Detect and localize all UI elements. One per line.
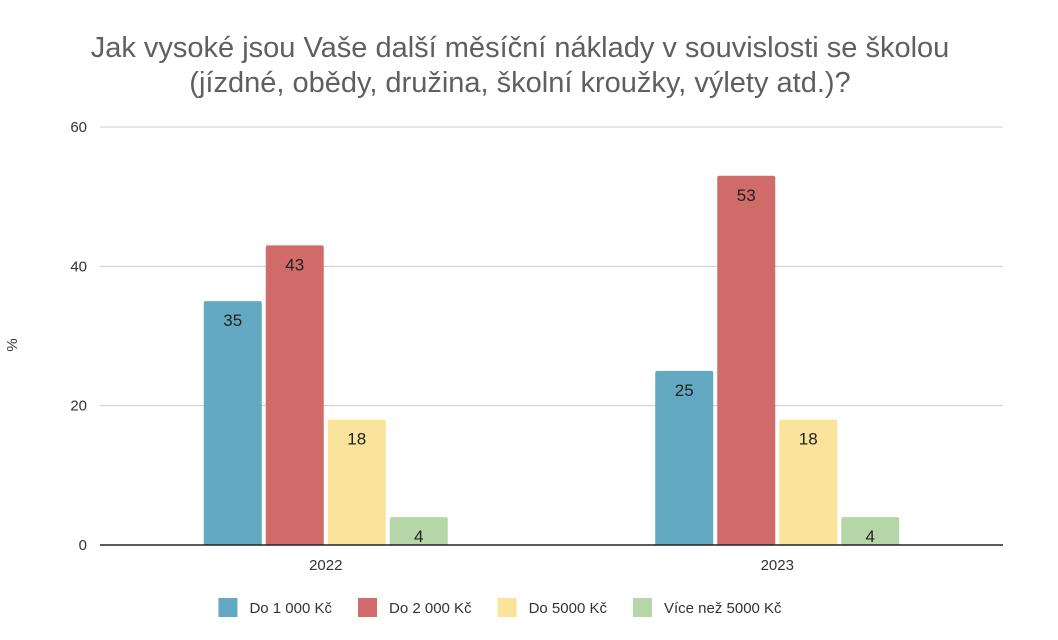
- legend-label: Do 1 000 Kč: [249, 600, 332, 617]
- x-tick-label: 2023: [761, 557, 794, 574]
- chart-title-line-2: (jízdné, obědy, družina, školní kroužky,…: [189, 67, 850, 99]
- bar: [203, 301, 262, 545]
- bar-value-label: 25: [675, 381, 694, 400]
- x-axis-ticks: 2022 2023: [309, 557, 794, 574]
- bar: [265, 245, 324, 545]
- x-tick-label: 2022: [309, 557, 342, 574]
- y-tick-label: 20: [70, 398, 87, 415]
- chart-title-line-1: Jak vysoké jsou Vaše další měsíční nákla…: [91, 32, 950, 64]
- legend-item: Do 1 000 Kč: [218, 598, 333, 617]
- bar-value-label: 35: [223, 311, 242, 330]
- y-axis-ticks: 0 20 40 60: [70, 119, 87, 554]
- bars: [203, 175, 900, 545]
- legend-label: Do 5000 Kč: [529, 600, 608, 617]
- bar-value-label: 43: [285, 255, 304, 274]
- legend-item: Do 2 000 Kč: [358, 598, 472, 617]
- legend-swatch: [497, 598, 517, 617]
- legend-label: Do 2 000 Kč: [389, 600, 472, 617]
- bar-value-label: 4: [866, 527, 875, 546]
- y-axis-title: %: [4, 338, 21, 351]
- bar-value-label: 18: [347, 430, 366, 449]
- bar-value-label: 18: [799, 430, 818, 449]
- bar-value-label: 53: [737, 186, 756, 205]
- data-labels: 35 43 18 4 25 53 18 4: [223, 186, 875, 546]
- y-tick-label: 60: [70, 119, 87, 136]
- bar: [327, 419, 386, 545]
- y-tick-label: 0: [79, 537, 87, 554]
- bar-value-label: 4: [414, 527, 423, 546]
- bar: [655, 370, 714, 545]
- bar: [779, 419, 838, 545]
- y-tick-label: 40: [70, 258, 87, 275]
- legend-label: Více než 5000 Kč: [664, 600, 782, 617]
- legend-swatch: [358, 598, 378, 617]
- bar: [717, 175, 776, 545]
- bar: [389, 517, 448, 545]
- legend: Do 1 000 Kč Do 2 000 Kč Do 5000 Kč Více než…: [218, 598, 782, 617]
- legend-item: Více než 5000 Kč: [632, 598, 782, 617]
- legend-swatch: [632, 598, 652, 617]
- legend-item: Do 5000 Kč: [497, 598, 608, 617]
- legend-swatch: [218, 598, 238, 617]
- bar: [841, 517, 900, 545]
